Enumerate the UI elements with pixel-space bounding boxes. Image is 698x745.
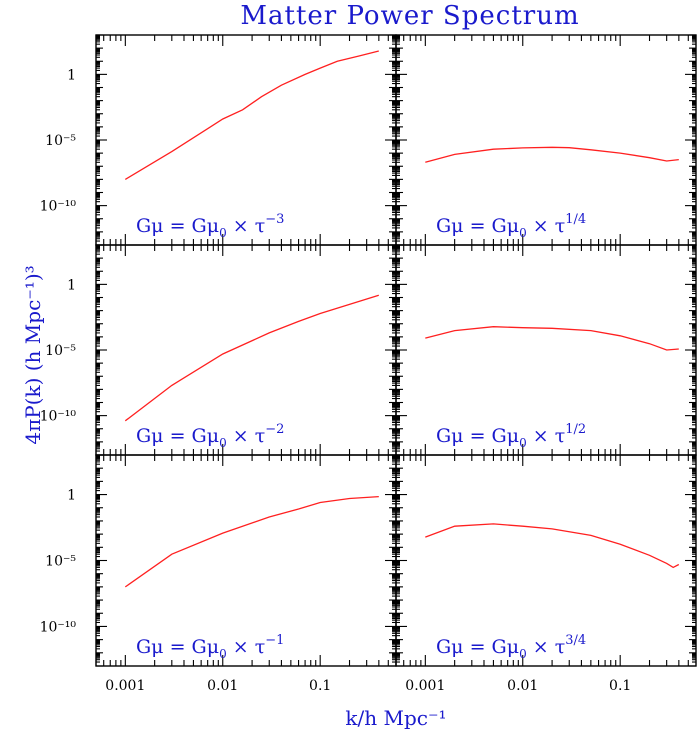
x-tick-label: 0.01: [507, 678, 538, 694]
series-line: [124, 495, 379, 588]
panel-label-base: Gμ = Gμ: [436, 215, 519, 237]
x-tick-label: 0.1: [309, 678, 331, 694]
series-line: [124, 50, 379, 180]
panel-frame: [395, 34, 697, 246]
panel-label-mid: × τ: [527, 425, 566, 447]
series-line: [425, 523, 680, 569]
panel-label: Gμ = Gμ0 × τ−1: [136, 633, 284, 661]
panel-label-sub: 0: [519, 647, 527, 661]
panel-label-sub: 0: [219, 436, 227, 450]
panel-label-sub: 0: [519, 226, 527, 240]
y-tick-label: 10⁻⁵: [45, 343, 76, 359]
panel-label-mid: × τ: [527, 636, 566, 658]
panel-label-base: Gμ = Gμ: [136, 636, 219, 658]
panel-label: Gμ = Gμ0 × τ−2: [136, 422, 284, 450]
series-line: [425, 326, 679, 351]
panel-label: Gμ = Gμ0 × τ1/4: [436, 212, 586, 240]
panel-label-base: Gμ = Gμ: [136, 425, 219, 447]
panel-bottom-right: 0.001 0.01 0.1 Gμ = Gμ0 × τ3/4: [395, 454, 697, 694]
panel-label-sup: −3: [265, 212, 284, 227]
figure-title: Matter Power Spectrum: [240, 1, 579, 31]
y-tick-label: 1: [67, 277, 76, 293]
y-tick-label: 10⁻⁵: [45, 133, 76, 149]
y-tick-label: 1: [67, 488, 76, 504]
panel-bottom-left: 1 10⁻⁵ 10⁻¹⁰ 0.001 0.01 0.1 Gμ = Gμ0 × τ−1: [40, 454, 397, 694]
y-tick-label: 10⁻¹⁰: [40, 199, 77, 215]
panel-label-sub: 0: [519, 436, 527, 450]
panel-middle-right: Gμ = Gμ0 × τ1/2: [395, 244, 697, 456]
panel-label: Gμ = Gμ0 × τ3/4: [436, 633, 586, 661]
panel-label: Gμ = Gμ0 × τ1/2: [436, 422, 586, 450]
panel-frame: [395, 244, 697, 456]
panel-frame: [95, 34, 397, 246]
panel-label-base: Gμ = Gμ: [436, 425, 519, 447]
x-axis-title: k/h Mpc⁻¹: [345, 706, 446, 730]
series-line: [124, 294, 379, 422]
panel-label-sup: −2: [265, 422, 284, 437]
panel-label-sup: 3/4: [565, 633, 586, 648]
y-tick-label: 1: [67, 67, 76, 83]
panel-middle-left: 1 10⁻⁵ 10⁻¹⁰ Gμ = Gμ0 × τ−2: [40, 244, 397, 456]
x-tick-label: 0.1: [609, 678, 631, 694]
panel-label-base: Gμ = Gμ: [136, 215, 219, 237]
series-line: [425, 146, 679, 163]
panel-label-sub: 0: [219, 647, 227, 661]
panel-label-sup: 1/4: [565, 212, 586, 227]
panel-top-right: Gμ = Gμ0 × τ1/4: [395, 34, 697, 246]
panel-label-base: Gμ = Gμ: [436, 636, 519, 658]
panel-label-mid: × τ: [527, 215, 566, 237]
y-tick-label: 10⁻⁵: [45, 554, 76, 570]
y-axis-title: 4πP(k) (h Mpc⁻¹)³: [21, 265, 45, 444]
panel-label-mid: × τ: [227, 215, 266, 237]
x-tick-label: 0.001: [105, 678, 145, 694]
panel-frame: [95, 454, 397, 667]
panel-label-sub: 0: [219, 226, 227, 240]
panel-label-sup: −1: [265, 633, 284, 648]
panel-label: Gμ = Gμ0 × τ−3: [136, 212, 284, 240]
x-tick-label: 0.01: [207, 678, 238, 694]
panel-label-mid: × τ: [227, 425, 266, 447]
panel-top-left: 1 10⁻⁵ 10⁻¹⁰ Gμ = Gμ0 × τ−3: [40, 34, 397, 246]
panel-label-sup: 1/2: [565, 422, 586, 437]
y-tick-label: 10⁻¹⁰: [40, 619, 77, 635]
panel-frame: [95, 244, 397, 456]
panel-frame: [395, 454, 697, 667]
panel-label-mid: × τ: [227, 636, 266, 658]
x-tick-label: 0.001: [405, 678, 445, 694]
y-tick-label: 10⁻¹⁰: [40, 409, 77, 425]
